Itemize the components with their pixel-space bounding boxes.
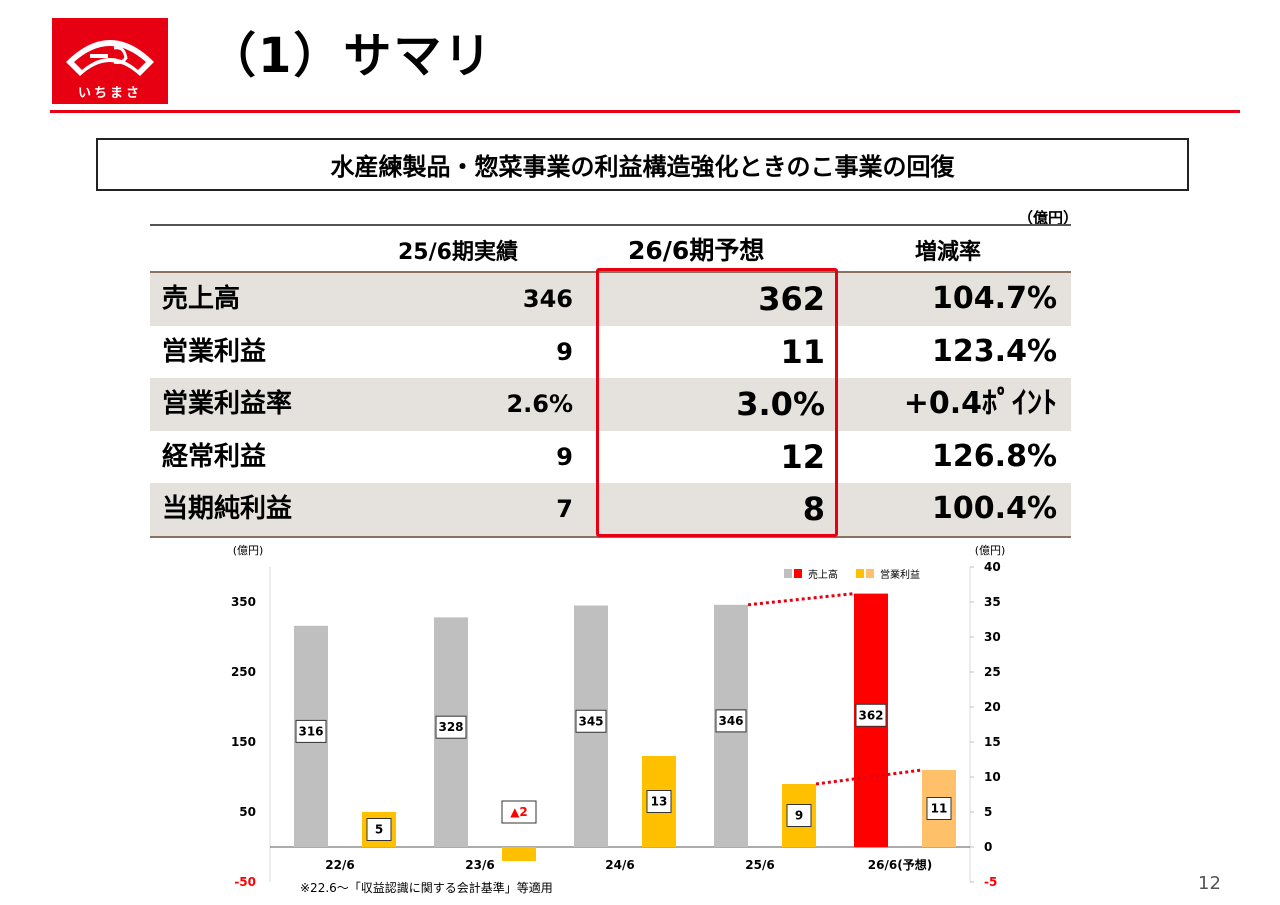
forecast-highlight-box — [596, 268, 838, 537]
profit-value-label: 13 — [651, 795, 668, 809]
table-row: 売上高 346 362 104.7% — [150, 273, 1071, 326]
header-change: 増減率 — [915, 240, 982, 265]
category-tick-label: 23/6 — [465, 858, 494, 872]
profit-value-box — [786, 804, 812, 827]
sales-value-box — [715, 709, 747, 733]
profit-value-box — [501, 800, 537, 824]
left-tick-label: 350 — [231, 595, 256, 609]
table-row: 経常利益 9 12 126.8% — [150, 431, 1071, 484]
profit-value-label: ▲2 — [510, 805, 528, 819]
page-title: （1）サマリ — [208, 28, 494, 84]
row-label: 営業利益 — [162, 336, 267, 367]
left-tick-label: 250 — [231, 665, 256, 679]
row-change: 100.4% — [932, 491, 1057, 526]
left-tick-label: 150 — [231, 735, 256, 749]
row-label: 売上高 — [162, 284, 241, 314]
table-row: 営業利益率 2.6% 3.0% +0.4ﾎﾟｲﾝﾄ — [150, 378, 1071, 431]
row-label: 経常利益 — [162, 441, 267, 472]
legend-label: 売上高 — [808, 568, 838, 581]
sales-value-label: 362 — [858, 708, 883, 722]
right-tick-label: 5 — [984, 805, 992, 819]
right-tick-label: 30 — [984, 630, 1001, 644]
right-tick-label: 15 — [984, 735, 1001, 749]
row-actual: 346 — [522, 285, 573, 313]
category-tick-label: 22/6 — [325, 858, 354, 872]
right-tick-label: 35 — [984, 595, 1001, 609]
sales-value-label: 316 — [298, 724, 323, 738]
sales-value-box — [295, 719, 327, 743]
sales-value-label: 328 — [438, 720, 463, 734]
profit-value-label: 11 — [931, 802, 948, 816]
sales-trend-connector — [747, 592, 855, 607]
left-axis-unit: (億円) — [233, 544, 264, 557]
title-divider — [50, 110, 1240, 113]
profit-value-box — [366, 818, 392, 841]
legend-swatch — [856, 569, 864, 578]
row-change: +0.4ﾎﾟｲﾝﾄ — [903, 386, 1057, 421]
right-tick-label: 0 — [984, 840, 992, 854]
sales-value-box — [435, 715, 467, 739]
table-row: 営業利益 9 11 123.4% — [150, 326, 1071, 379]
table-header: 25/6期実績 26/6期予想 増減率 — [150, 224, 1071, 273]
row-forecast: 11 — [780, 332, 825, 371]
row-actual: 9 — [556, 337, 573, 366]
subtitle-box: 水産練製品・惣菜事業の利益構造強化ときのこ事業の回復 — [96, 138, 1189, 191]
row-actual: 7 — [556, 495, 573, 523]
row-change: 126.8% — [932, 438, 1057, 474]
header-forecast: 26/6期予想 — [628, 236, 765, 265]
category-tick-label: 25/6 — [745, 858, 774, 872]
profit-bar — [502, 847, 536, 861]
fan-logo-icon — [66, 40, 154, 76]
logo-text: いちまさ — [77, 86, 142, 101]
table-row: 当期純利益 7 8 100.4% — [150, 483, 1071, 536]
right-axis-unit: (億円) — [975, 544, 1006, 557]
profit-value-box — [926, 797, 952, 820]
summary-table: 25/6期実績 26/6期予想 増減率 売上高 346 362 104.7% 営… — [150, 224, 1071, 538]
right-tick-label: 20 — [984, 700, 1001, 714]
row-label: 当期純利益 — [162, 494, 293, 524]
header-actual: 25/6期実績 — [398, 240, 518, 265]
footnote: ※22.6～「収益認識に関する会計基準」等適用 — [300, 881, 553, 895]
row-forecast: 12 — [780, 437, 825, 476]
sales-profit-chart: (億円) (億円)35025015050-504035302520151050-5… — [231, 544, 1006, 889]
row-actual: 2.6% — [506, 390, 573, 418]
row-change: 123.4% — [932, 333, 1057, 369]
category-tick-label: 24/6 — [605, 858, 634, 872]
row-label: 営業利益率 — [162, 389, 293, 419]
right-tick-label: 40 — [984, 560, 1001, 574]
sales-value-label: 345 — [578, 714, 603, 728]
left-tick-label: 50 — [239, 805, 256, 819]
legend-label: 営業利益 — [880, 568, 920, 581]
company-logo: いちまさ — [52, 18, 168, 104]
right-tick-label: -5 — [984, 875, 997, 889]
legend-swatch — [784, 569, 792, 578]
profit-value-label: 5 — [375, 823, 383, 837]
row-forecast: 3.0% — [736, 385, 825, 423]
profit-value-label: 9 — [795, 809, 803, 823]
category-tick-label: 26/6(予想) — [868, 857, 932, 872]
right-tick-label: 25 — [984, 665, 1001, 679]
legend-swatch — [866, 569, 874, 578]
right-tick-label: 10 — [984, 770, 1001, 784]
row-forecast: 8 — [802, 490, 825, 528]
table-unit: （億円） — [1018, 209, 1079, 227]
sales-value-box — [855, 703, 887, 727]
sales-value-box — [575, 709, 607, 733]
left-tick-label: -50 — [234, 875, 256, 889]
row-forecast: 362 — [758, 280, 825, 318]
sales-value-label: 346 — [718, 714, 743, 728]
page-number: 12 — [1198, 873, 1221, 894]
row-actual: 9 — [556, 442, 573, 471]
row-change: 104.7% — [932, 281, 1057, 316]
legend-swatch — [794, 569, 802, 578]
profit-value-box — [646, 790, 672, 813]
